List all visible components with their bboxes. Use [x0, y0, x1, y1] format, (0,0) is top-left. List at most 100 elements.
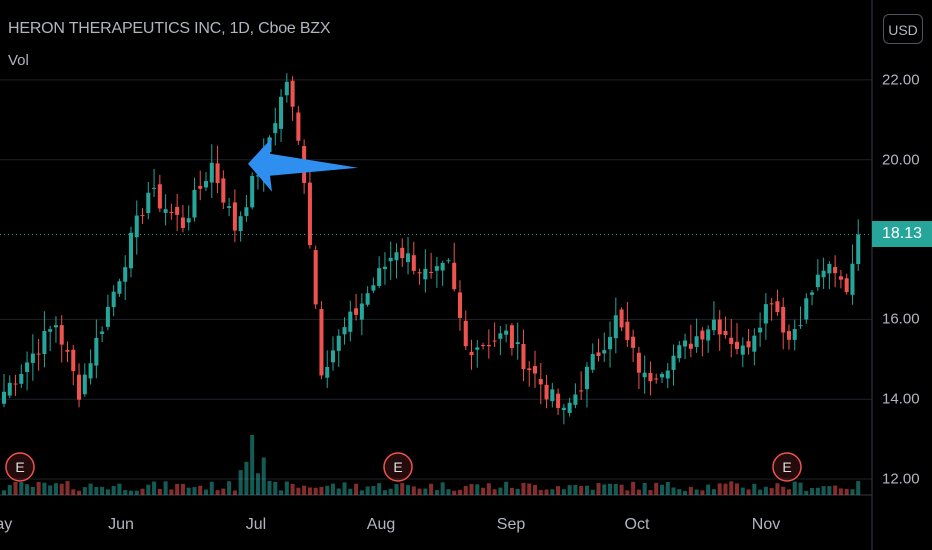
volume-bar [671, 487, 676, 495]
candle-body [359, 303, 364, 320]
candle-body [382, 266, 387, 270]
volume-bar [330, 483, 336, 495]
candle-body [683, 340, 688, 347]
x-tick-label: Jun [108, 516, 134, 533]
volume-bar [227, 481, 232, 495]
candle-body [804, 298, 809, 320]
volume-bar [48, 485, 53, 495]
volume-bar [804, 490, 809, 495]
candle-body [827, 263, 832, 274]
candle-body [330, 350, 336, 363]
candle-body [521, 344, 526, 370]
volume-bar [221, 488, 226, 495]
volume-bar [648, 490, 653, 495]
candle-body [429, 271, 434, 273]
volume-bar [711, 489, 716, 495]
volume-bar [798, 482, 803, 495]
volume-bar [290, 483, 295, 495]
volume-bar [192, 487, 197, 495]
x-tick-label: Oct [624, 516, 650, 533]
volume-bar [250, 435, 255, 495]
x-tick-label: May [0, 516, 13, 533]
candle-body [498, 333, 503, 339]
volume-bar [175, 483, 180, 495]
candle-body [625, 321, 630, 341]
candle-body [492, 340, 497, 342]
volume-bar [140, 488, 145, 495]
candle-body [602, 350, 607, 354]
candle-body [65, 350, 70, 352]
candle-body [509, 325, 514, 348]
volume-bar [781, 486, 786, 495]
candle-body [215, 163, 220, 184]
volume-bar [406, 485, 411, 495]
candle-body [36, 353, 41, 355]
candle-body [561, 407, 566, 410]
candle-body [123, 267, 128, 282]
earnings-marker [772, 452, 802, 482]
volume-bar [279, 490, 284, 495]
volume-bar [475, 484, 480, 495]
volume-bar [163, 481, 168, 495]
volume-bar [642, 482, 647, 495]
volume-bar [128, 490, 133, 495]
volume-bar [377, 483, 382, 495]
candle-body [111, 291, 116, 308]
candle-body [88, 363, 93, 379]
candle-body [175, 206, 180, 215]
candle-body [798, 325, 803, 327]
candle-body [221, 178, 226, 203]
candle-body [284, 81, 289, 96]
candle-body [504, 330, 509, 335]
candle-body [77, 374, 82, 400]
candle-body [700, 330, 705, 340]
volume-bar [469, 484, 474, 495]
volume-bar [452, 490, 457, 495]
candle-body [631, 336, 636, 348]
volume-label: Vol [8, 52, 29, 69]
candle-body [417, 272, 422, 274]
currency-button[interactable]: USD [883, 14, 923, 44]
volume-bar [556, 486, 561, 495]
candle-body [457, 292, 462, 318]
volume-bar [792, 481, 797, 495]
candle-body [740, 345, 745, 355]
candle-body [203, 181, 209, 188]
annotation-arrow [248, 137, 358, 192]
candle-body [515, 342, 520, 345]
candle-body [1, 391, 7, 404]
y-tick-label: 20.00 [882, 151, 920, 169]
volume-bar [273, 481, 278, 495]
volume-bar [313, 487, 318, 495]
candle-body [406, 253, 411, 263]
candle-body [775, 301, 780, 313]
candle-body [255, 175, 260, 177]
candle-body [238, 216, 243, 231]
y-tick-label: 16.00 [882, 310, 920, 328]
volume-bar [810, 488, 815, 495]
volume-bar [481, 487, 486, 495]
candle-body [654, 378, 659, 380]
candle-body [717, 319, 722, 335]
volume-bar [186, 487, 191, 495]
candle-body [556, 393, 561, 409]
volume-bar [36, 481, 41, 495]
candle-body [648, 373, 653, 382]
candle-body [209, 162, 214, 183]
volume-bar [619, 484, 624, 495]
candle-body [388, 257, 393, 262]
volume-bar [261, 457, 266, 495]
candle-body [815, 274, 820, 288]
volume-bar [625, 490, 630, 495]
volume-bar [492, 489, 497, 495]
candle-body [706, 329, 711, 341]
candle-body [833, 267, 838, 274]
candle-body [481, 344, 486, 346]
candle-body [590, 354, 595, 370]
candle-body [279, 96, 284, 129]
y-tick-label: 22.00 [882, 71, 920, 89]
volume-bar [157, 488, 162, 495]
candle-body [642, 372, 647, 378]
volume-bar [752, 483, 757, 495]
